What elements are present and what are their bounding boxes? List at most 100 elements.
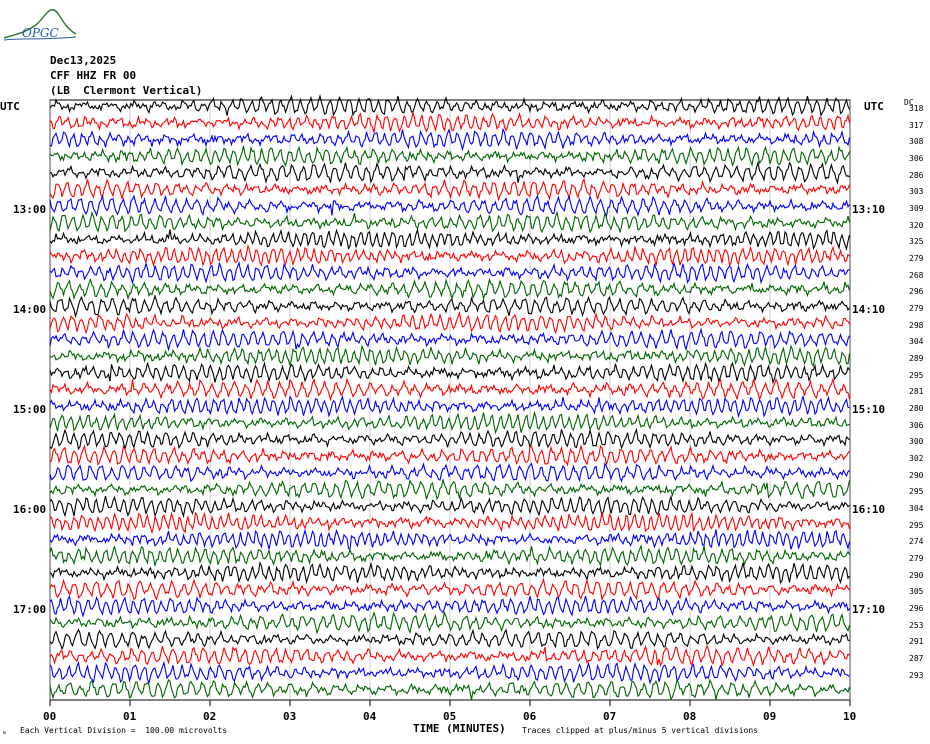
footer-mark: ₘ: [2, 727, 7, 736]
dc-offset-value: 253: [909, 620, 924, 630]
dc-offset-value: 295: [909, 487, 924, 497]
seismic-trace: [49, 243, 850, 268]
seismic-trace: [49, 461, 850, 483]
x-tick-label: 06: [523, 710, 537, 723]
right-hour-label: 17:10: [852, 603, 886, 616]
seismic-trace: [49, 145, 851, 168]
dc-offset-value: 290: [909, 570, 924, 580]
dc-label: DC: [904, 98, 914, 107]
dc-offset-value: 279: [909, 304, 924, 314]
seismic-trace: [49, 177, 851, 202]
seismic-trace: [49, 494, 850, 519]
seismic-trace: [49, 111, 851, 133]
dc-offset-value: 295: [909, 520, 924, 530]
seismic-trace: [49, 594, 850, 618]
seismic-trace: [49, 394, 850, 419]
dc-offset-value: 298: [909, 320, 924, 330]
dc-offset-value: 274: [909, 537, 924, 547]
x-tick-label: 04: [363, 710, 377, 723]
seismic-trace: [49, 310, 850, 335]
dc-offset-value: 287: [909, 654, 924, 664]
seismic-trace: [49, 193, 850, 218]
seismic-trace: [49, 644, 850, 668]
dc-offset-value: 289: [909, 354, 924, 364]
seismic-trace: [49, 327, 851, 352]
x-tick-label: 00: [43, 710, 57, 723]
clip-note: Traces clipped at plus/minus 5 vertical …: [522, 726, 759, 735]
seismic-trace: [49, 628, 850, 651]
dc-offset-value: 296: [909, 604, 924, 614]
seismic-trace: [49, 260, 850, 285]
seismic-trace: [49, 277, 851, 301]
dc-offset-value: 304: [909, 337, 924, 347]
header-station: CFF HHZ FR 00: [50, 69, 137, 82]
seismic-trace: [49, 361, 850, 385]
header-date: Dec13,2025: [50, 54, 117, 67]
seismic-trace: [49, 443, 850, 467]
dc-offset-value: 302: [909, 454, 924, 464]
right-utc-label: UTC: [864, 100, 884, 113]
dc-offset-value: 304: [909, 504, 924, 514]
left-hour-label: 17:00: [13, 603, 47, 616]
left-hour-label: 16:00: [13, 503, 47, 516]
seismic-trace: [49, 511, 851, 535]
x-tick-label: 08: [683, 710, 697, 723]
dc-offset-value: 308: [909, 137, 924, 147]
seismic-trace: [49, 678, 851, 701]
seismic-trace: [49, 528, 851, 551]
seismic-trace: [49, 660, 850, 685]
dc-offset-value: 290: [909, 470, 924, 480]
dc-offset-value: 293: [909, 670, 924, 680]
scale-note: Each Vertical Division = 100.00 microvol…: [20, 726, 228, 735]
dc-offset-value: 325: [909, 237, 924, 247]
right-hour-label: 15:10: [852, 403, 886, 416]
x-tick-label: 01: [123, 710, 137, 723]
x-tick-label: 02: [203, 710, 217, 723]
right-hour-label: 13:10: [852, 203, 886, 216]
dc-offset-value: 305: [909, 587, 924, 597]
dc-offset-value: 281: [909, 387, 924, 397]
right-hour-label: 14:10: [852, 303, 886, 316]
left-utc-label: UTC: [0, 100, 20, 113]
dc-offset-value: 303: [909, 187, 924, 197]
dc-offset-value: 279: [909, 254, 924, 264]
dc-offset-value: 317: [909, 120, 924, 130]
seismic-trace: [49, 127, 851, 152]
left-hour-label: 13:00: [13, 203, 47, 216]
dc-offset-value: 295: [909, 370, 924, 380]
seismic-trace: [49, 544, 850, 568]
left-hour-label: 15:00: [13, 403, 47, 416]
seismic-trace: [49, 160, 850, 185]
seismic-trace: [49, 410, 850, 435]
dc-offset-value: 286: [909, 170, 924, 180]
right-hour-label: 16:10: [852, 503, 886, 516]
dc-offset-value: 309: [909, 204, 924, 214]
x-tick-label: 03: [283, 710, 297, 723]
dc-offset-value: 318: [909, 104, 924, 113]
seismic-trace: [49, 610, 851, 635]
dc-offset-value: 280: [909, 404, 924, 414]
logo-wave-icon: [3, 9, 77, 41]
x-tick-label: 07: [603, 710, 617, 723]
seismic-trace: [49, 377, 851, 402]
seismic-trace: [49, 577, 850, 602]
x-tick-label: 05: [443, 710, 457, 723]
logo: OPGC: [2, 4, 77, 44]
seismic-trace: [49, 93, 850, 118]
header-location: (LB Clermont Vertical): [50, 84, 203, 97]
seismic-trace: [49, 294, 850, 319]
left-hour-label: 14:00: [13, 303, 47, 316]
dc-offset-value: 291: [909, 637, 924, 647]
seismic-trace: [49, 227, 851, 252]
dc-offset-value: 279: [909, 554, 924, 564]
dc-offset-value: 296: [909, 287, 924, 297]
dc-offset-value: 268: [909, 270, 924, 280]
dc-offset-value: 306: [909, 420, 924, 430]
dc-offset-value: 306: [909, 154, 924, 163]
x-tick-label: 10: [843, 710, 857, 723]
logo-text: OPGC: [22, 26, 59, 40]
x-axis-title: TIME (MINUTES): [413, 722, 506, 735]
x-tick-label: 09: [763, 710, 777, 723]
seismic-trace: [49, 210, 851, 234]
seismic-trace: [49, 344, 851, 368]
